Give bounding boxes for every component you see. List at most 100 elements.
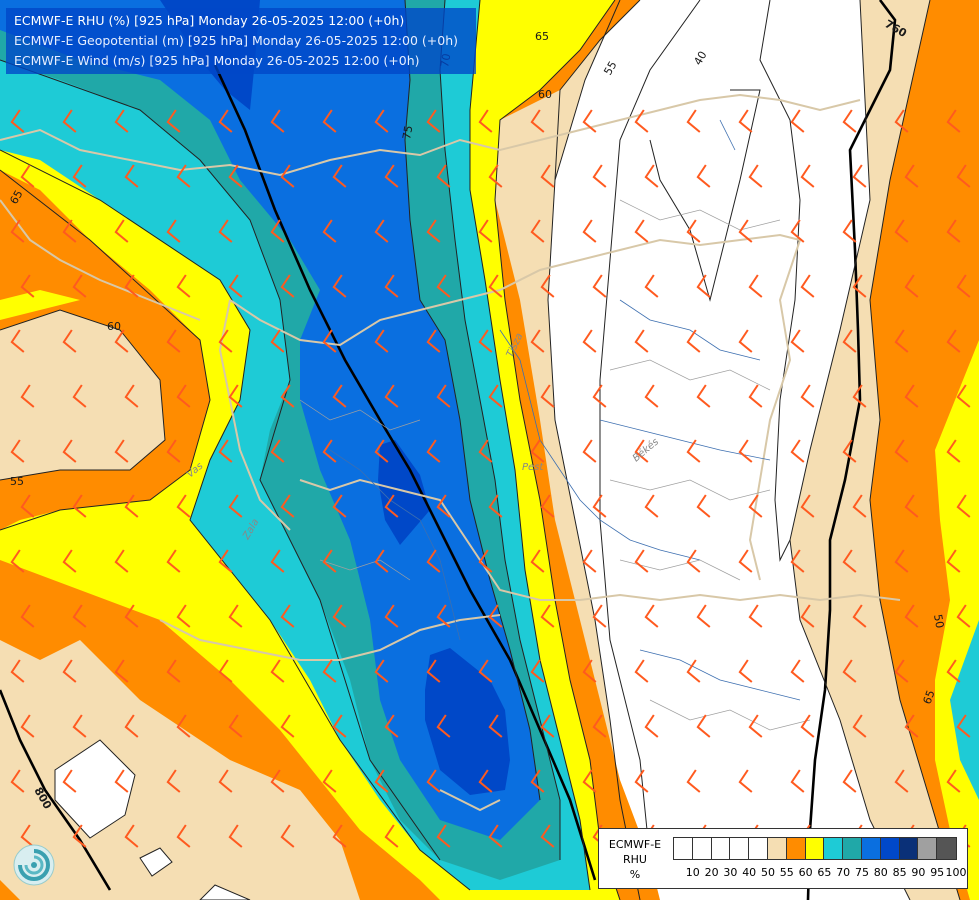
wind-barb xyxy=(530,109,545,133)
wind-barb xyxy=(322,659,337,683)
wind-barb xyxy=(478,219,493,243)
wind-barb xyxy=(956,384,971,408)
wind-barb xyxy=(176,604,191,628)
wind-barb xyxy=(634,219,649,243)
wind-barb xyxy=(738,659,753,683)
wind-barb xyxy=(956,164,971,188)
wind-barb xyxy=(842,219,857,243)
wind-barb xyxy=(748,274,763,298)
wind-barb xyxy=(218,439,233,463)
contour-label-rh50-right: 50 xyxy=(931,613,946,629)
wind-barb xyxy=(644,604,659,628)
wind-barb xyxy=(218,329,233,353)
wind-barb xyxy=(270,329,285,353)
wind-barb xyxy=(738,219,753,243)
wind-barb xyxy=(696,274,711,298)
wind-barb xyxy=(852,604,867,628)
legend-color-scale xyxy=(673,837,957,860)
wind-barb xyxy=(488,604,503,628)
legend-tick-label: 40 xyxy=(742,866,757,879)
wind-barb xyxy=(738,439,753,463)
legend-tick-label: 30 xyxy=(723,866,738,879)
legend-tick-label: 55 xyxy=(779,866,794,879)
legend-title-unit: % xyxy=(629,868,641,881)
wind-barb xyxy=(478,549,493,573)
wind-barb xyxy=(800,604,815,628)
wind-barb xyxy=(488,384,503,408)
wind-barb xyxy=(124,604,139,628)
legend-tick-label: 100 xyxy=(945,866,967,879)
wind-barb xyxy=(322,549,337,573)
wind-barb xyxy=(530,769,545,793)
wind-barb xyxy=(582,659,597,683)
contour-label-rh65-left: 65 xyxy=(7,188,25,207)
wind-barb xyxy=(426,659,441,683)
wind-barb xyxy=(686,439,701,463)
wind-barb xyxy=(176,384,191,408)
legend-tick-label: 95 xyxy=(930,866,945,879)
wind-barb xyxy=(20,824,35,848)
wind-barb xyxy=(904,714,919,738)
wind-barb xyxy=(634,769,649,793)
wind-barb xyxy=(124,274,139,298)
wind-barb xyxy=(280,384,295,408)
legend-swatch xyxy=(861,838,881,859)
wind-barb xyxy=(374,549,389,573)
wind-barb xyxy=(946,549,961,573)
legend-tick-label: 20 xyxy=(704,866,719,879)
wind-barb xyxy=(436,824,451,848)
wind-barb xyxy=(748,164,763,188)
wind-barb xyxy=(436,164,451,188)
wind-barb xyxy=(894,439,909,463)
wind-barb xyxy=(540,494,555,518)
wind-barb xyxy=(228,714,243,738)
wind-barb xyxy=(634,439,649,463)
title-wind: ECMWF-E Wind (m/s) [925 hPa] Monday 26-0… xyxy=(14,53,420,68)
wind-barb xyxy=(176,824,191,848)
wind-barb xyxy=(228,164,243,188)
wind-barb xyxy=(540,714,555,738)
wind-barb xyxy=(748,714,763,738)
wind-barb xyxy=(686,659,701,683)
wind-barb xyxy=(10,439,25,463)
wind-barb xyxy=(62,439,77,463)
legend-swatch xyxy=(711,838,731,859)
wind-barb xyxy=(218,219,233,243)
wind-barb xyxy=(374,219,389,243)
contour-label-rh60-left: 60 xyxy=(107,320,121,333)
wind-barb xyxy=(228,384,243,408)
wind-barb xyxy=(478,439,493,463)
wind-barb xyxy=(748,604,763,628)
wind-barb xyxy=(114,109,129,133)
wind-barb xyxy=(218,659,233,683)
wind-barb xyxy=(956,274,971,298)
wind-barb xyxy=(644,274,659,298)
wind-barb xyxy=(124,714,139,738)
wind-barb xyxy=(592,274,607,298)
wind-barb xyxy=(114,219,129,243)
wind-barb xyxy=(166,329,181,353)
ecmwf-swirl-logo-icon xyxy=(13,844,55,886)
wind-barb xyxy=(20,714,35,738)
wind-barb xyxy=(114,549,129,573)
rivers xyxy=(329,119,801,701)
wind-barb xyxy=(852,274,867,298)
wind-barb xyxy=(686,329,701,353)
wind-barb xyxy=(592,494,607,518)
wind-barb xyxy=(218,549,233,573)
wind-barb xyxy=(280,604,295,628)
legend-swatch xyxy=(824,838,844,859)
wind-barb xyxy=(790,659,805,683)
wind-barb xyxy=(62,219,77,243)
wind-barb xyxy=(124,384,139,408)
wind-barb xyxy=(696,164,711,188)
wind-barb xyxy=(280,824,295,848)
wind-barb xyxy=(488,164,503,188)
contour-label-rh75-mid: 75 xyxy=(400,124,415,140)
wind-barb xyxy=(488,714,503,738)
wind-barb xyxy=(842,329,857,353)
rh-50-55-patch-left xyxy=(0,310,165,480)
wind-barb xyxy=(62,769,77,793)
wind-barb xyxy=(384,824,399,848)
wind-barb xyxy=(946,659,961,683)
